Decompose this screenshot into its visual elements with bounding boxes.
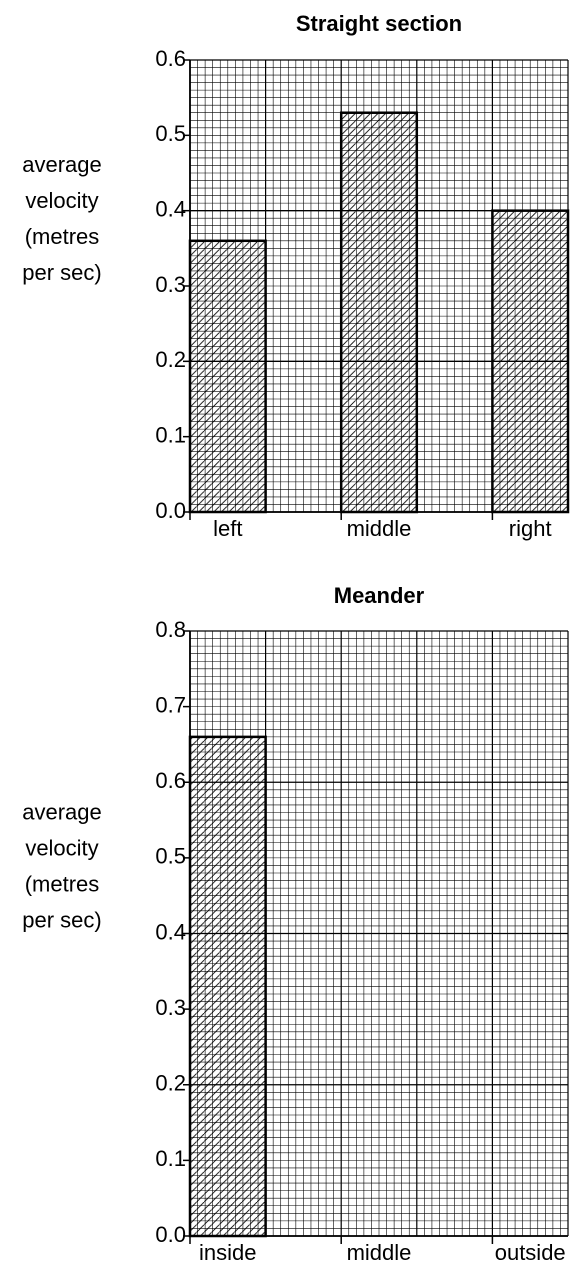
y-axis-label: (metres: [25, 871, 100, 896]
x-tick-label: middle: [347, 516, 412, 541]
y-axis-label: (metres: [25, 224, 100, 249]
y-tick-label: 0.5: [155, 844, 186, 869]
y-tick-label: 0.8: [155, 617, 186, 642]
bar: [339, 111, 419, 514]
x-tick-label: middle: [347, 1240, 412, 1265]
y-tick-label: 0.3: [155, 272, 186, 297]
y-tick-label: 0.6: [155, 46, 186, 71]
x-tick-label: right: [509, 516, 552, 541]
y-tick-label: 0.5: [155, 121, 186, 146]
y-tick-label: 0.1: [155, 1146, 186, 1171]
y-tick-label: 0.6: [155, 768, 186, 793]
y-tick-label: 0.7: [155, 692, 186, 717]
y-axis-label: average: [22, 799, 102, 824]
y-tick-label: 0.0: [155, 498, 186, 523]
bar: [188, 735, 267, 1238]
bar: [491, 209, 570, 514]
y-axis-label: per sec): [22, 907, 101, 932]
y-tick-label: 0.4: [155, 919, 186, 944]
chart-title: Straight section: [296, 11, 462, 36]
x-tick-label: left: [213, 516, 242, 541]
y-axis-label: velocity: [25, 188, 98, 213]
y-tick-label: 0.0: [155, 1222, 186, 1247]
chart-title: Meander: [334, 583, 425, 608]
y-axis-label: velocity: [25, 835, 98, 860]
y-tick-label: 0.1: [155, 422, 186, 447]
y-tick-label: 0.4: [155, 196, 186, 221]
y-tick-label: 0.3: [155, 995, 186, 1020]
y-tick-label: 0.2: [155, 347, 186, 372]
y-tick-label: 0.2: [155, 1071, 186, 1096]
y-axis-label: average: [22, 152, 102, 177]
x-tick-label: outside: [495, 1240, 566, 1265]
y-axis-label: per sec): [22, 260, 101, 285]
bar: [188, 239, 267, 514]
x-tick-label: inside: [199, 1240, 256, 1265]
